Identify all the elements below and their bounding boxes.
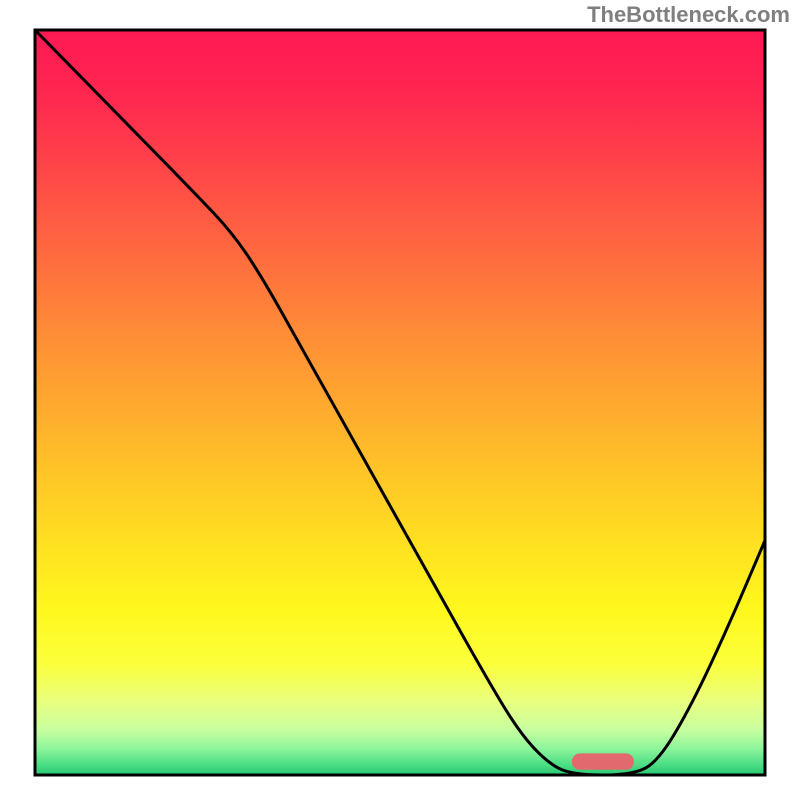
watermark-text: TheBottleneck.com <box>587 2 790 28</box>
chart-svg <box>0 0 800 800</box>
chart-container: TheBottleneck.com <box>0 0 800 800</box>
optimum-marker <box>572 753 634 769</box>
